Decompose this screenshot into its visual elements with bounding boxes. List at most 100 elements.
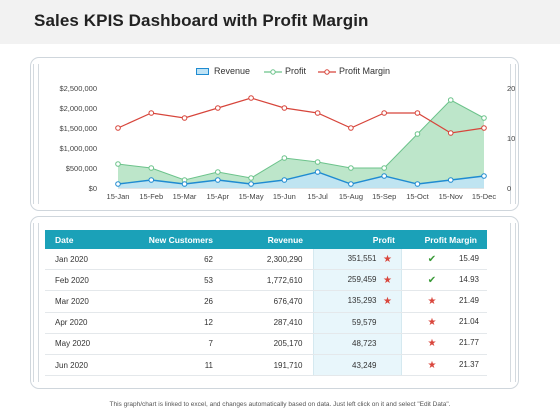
profit-point [248,175,254,181]
cell-date: Jun 2020 [45,354,135,377]
panel-edge-right [510,223,516,382]
y-left-tick-label: $0 [89,184,97,193]
legend-label-profit-margin: Profit Margin [339,66,391,76]
profit-point [215,169,221,175]
cell-profit-margin: ★ 21.37 [401,354,487,377]
cell-date: May 2020 [45,333,135,355]
star-icon: ★ [383,253,392,265]
profit-area [118,100,484,188]
customers-value: 53 [204,275,213,285]
revenue-point [381,173,387,179]
profit-value: 135,293 [347,295,377,305]
customers-value: 11 [204,360,213,370]
cell-profit: 48,723 [312,333,402,355]
revenue-value: 205,170 [273,339,303,349]
revenue-point [348,181,354,187]
table-row[interactable]: Feb 2020 53 1,772,610 259,459 ★ ✔ 14.93 [45,269,487,292]
date-value: May 2020 [55,339,91,349]
profit-point [148,165,155,171]
profit-point [314,159,321,165]
cell-revenue: 1,772,610 [223,269,313,292]
profit-margin-point [414,110,421,116]
cell-new-customers: 62 [135,249,223,271]
profit-margin-point [248,95,254,101]
legend-swatch-revenue [196,68,209,75]
table-row[interactable]: Jan 2020 62 2,300,290 351,551 ★ ✔ 15.49 [45,249,487,271]
header-revenue[interactable]: Revenue [223,230,313,249]
date-value: Mar 2020 [55,296,89,306]
profit-point [414,131,421,137]
cell-revenue: 205,170 [223,333,313,355]
table-row[interactable]: May 2020 7 205,170 48,723 ★ 21.77 [45,333,487,355]
header-date[interactable]: Date [45,230,135,249]
revenue-point [115,181,121,187]
x-tick-label: 15-May [239,192,264,201]
y-left-tick-label: $2,500,000 [59,84,97,93]
date-value: Jun 2020 [55,360,88,370]
revenue-point [148,177,155,183]
profit-margin-point [115,125,121,131]
revenue-value: 287,410 [273,318,303,328]
customers-value: 12 [204,318,213,328]
margin-value: 15.49 [458,253,479,263]
table-body: Jan 2020 62 2,300,290 351,551 ★ ✔ 15.49 Feb 202… [45,249,487,377]
revenue-value: 191,710 [273,360,303,370]
date-value: Feb 2020 [55,275,89,285]
cell-profit: 43,249 [312,354,402,377]
star-icon: ★ [383,295,392,307]
profit-point [481,115,487,121]
profit-point [447,97,454,103]
table-row[interactable]: Jun 2020 11 191,710 43,249 ★ 21.37 [45,354,487,377]
profit-value: 59,579 [352,318,377,328]
y-left-tick-label: $2,000,000 [59,104,97,113]
profit-point [381,165,387,171]
cell-date: Apr 2020 [45,312,135,334]
profit-margin-point [348,125,354,131]
x-tick-label: 15-Jan [107,192,130,201]
y-right-tick-label: 10 [507,134,515,143]
legend-swatch-profit-margin [318,69,336,75]
revenue-point [481,173,487,179]
panel-edge-right [510,64,516,204]
margin-value: 21.04 [458,317,479,327]
check-icon: ✔ [427,274,437,286]
header-profit-margin[interactable]: Profit Margin [401,230,487,249]
header-profit[interactable]: Profit [313,230,401,249]
y-left-tick-label: $1,000,000 [59,144,97,153]
revenue-point [215,177,221,183]
profit-margin-point [281,105,288,111]
revenue-value: 1,772,610 [266,275,303,285]
cell-new-customers: 11 [135,354,223,377]
cell-revenue: 287,410 [223,312,313,334]
table-header-row: Date New Customers Revenue Profit Profit… [45,230,487,249]
date-value: Apr 2020 [55,318,88,328]
star-icon: ★ [427,295,437,307]
table-row[interactable]: Mar 2020 26 676,470 135,293 ★ ★ 21.49 [45,290,487,313]
margin-value: 21.37 [458,359,479,369]
header-new-customers[interactable]: New Customers [135,230,223,249]
profit-margin-point [481,125,487,131]
date-value: Jan 2020 [55,254,88,264]
x-tick-label: 15-Sep [372,192,396,201]
cell-date: Feb 2020 [45,269,135,292]
x-tick-label: 15-Feb [139,192,163,201]
customers-value: 62 [204,254,213,264]
profit-margin-point [381,110,387,116]
star-icon: ★ [383,274,392,286]
margin-value: 14.93 [458,274,479,284]
x-tick-label: 15-Mar [173,192,197,201]
cell-profit-margin: ★ 21.77 [401,333,487,355]
profit-margin-line [117,97,485,134]
kpi-table: Date New Customers Revenue Profit Profit… [45,230,487,377]
profit-point [115,161,121,167]
customers-value: 7 [208,339,213,349]
x-tick-label: 15-Apr [207,192,230,201]
cell-profit: 135,293 ★ [312,290,402,313]
page-title: Sales KPIS Dashboard with Profit Margin [34,11,369,30]
margin-value: 21.77 [458,338,479,348]
star-icon: ★ [427,317,437,329]
cell-date: Mar 2020 [45,290,135,313]
legend-label-profit: Profit [285,66,307,76]
table-row[interactable]: Apr 2020 12 287,410 59,579 ★ 21.04 [45,312,487,334]
